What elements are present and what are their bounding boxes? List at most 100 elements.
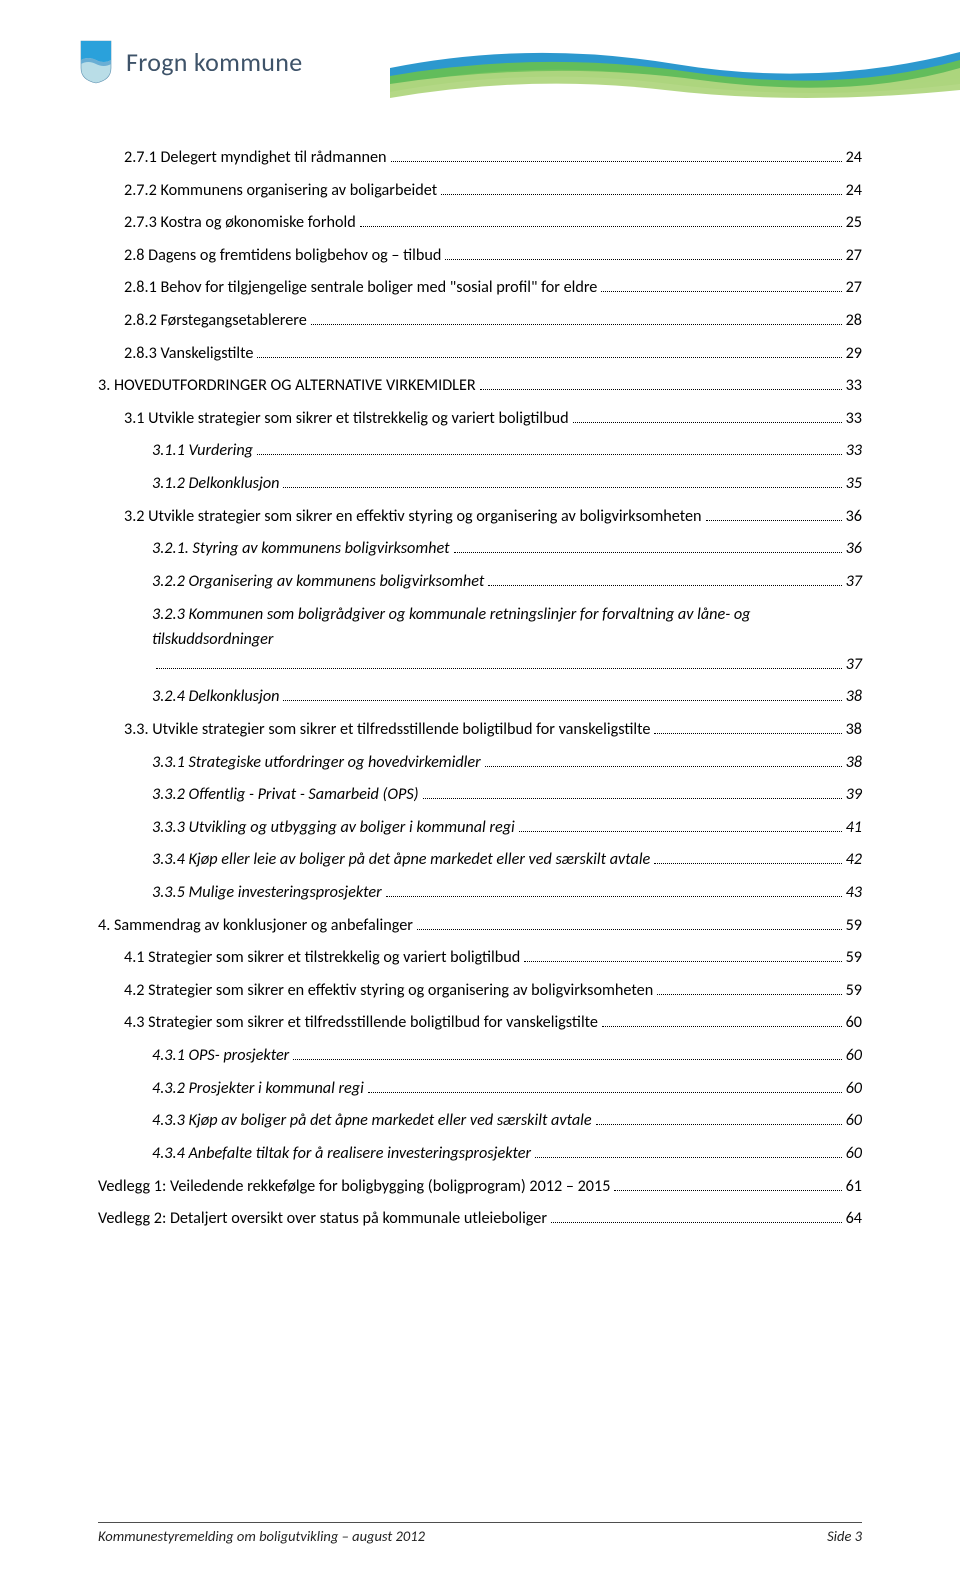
toc-page: 35 — [846, 471, 862, 496]
toc-page: 60 — [846, 1108, 862, 1133]
toc-page: 38 — [846, 750, 862, 775]
toc-text: 3.3.4 Kjøp eller leie av boliger på det … — [152, 847, 650, 872]
toc-page: 25 — [846, 210, 862, 235]
toc-leader — [445, 259, 841, 260]
toc-leader — [391, 161, 842, 162]
toc-leader — [706, 520, 842, 521]
toc-leader — [601, 291, 841, 292]
toc-text: 3.3.3 Utvikling og utbygging av boliger … — [152, 815, 515, 840]
toc-text: Vedlegg 2: Detaljert oversikt over statu… — [98, 1206, 547, 1231]
toc-entry: 4.1 Strategier som sikrer et tilstrekkel… — [124, 945, 862, 970]
toc-text: 4.3.3 Kjøp av boliger på det åpne marked… — [152, 1108, 592, 1133]
toc-leader — [156, 668, 842, 669]
toc-entry: 3.1 Utvikle strategier som sikrer et til… — [124, 406, 862, 431]
header: Frogn kommune — [0, 0, 960, 115]
toc-page: 33 — [846, 406, 862, 431]
toc-page: 60 — [846, 1141, 862, 1166]
toc-entry: 3.2.3 Kommunen som boligrådgiver og komm… — [152, 602, 862, 677]
toc-text: 4.3 Strategier som sikrer et tilfredssti… — [124, 1010, 598, 1035]
page: Frogn kommune 2.7.1 Delegert myndighet t… — [0, 0, 960, 1593]
toc-leader — [480, 389, 842, 390]
toc-entry: 3.2.4 Delkonklusjon38 — [152, 684, 862, 709]
toc-entry: 4.3.1 OPS- prosjekter 60 — [152, 1043, 862, 1068]
toc-entry: 4.3 Strategier som sikrer et tilfredssti… — [124, 1010, 862, 1035]
toc-text: 4.3.4 Anbefalte tiltak for å realisere i… — [152, 1141, 531, 1166]
toc-leader — [488, 585, 841, 586]
toc-entry: 3.3.3 Utvikling og utbygging av boliger … — [152, 815, 862, 840]
toc-text: 4.1 Strategier som sikrer et tilstrekkel… — [124, 945, 520, 970]
toc-entry: 4.3.3 Kjøp av boliger på det åpne marked… — [152, 1108, 862, 1133]
footer-left: Kommunestyremelding om boligutvikling – … — [98, 1527, 425, 1545]
toc-page: 33 — [846, 438, 862, 463]
org-name: Frogn kommune — [126, 46, 302, 78]
toc-leader — [368, 1092, 842, 1093]
footer: Kommunestyremelding om boligutvikling – … — [98, 1522, 862, 1545]
toc-text: 3.2.2 Organisering av kommunens boligvir… — [152, 569, 484, 594]
toc-text: 3.1 Utvikle strategier som sikrer et til… — [124, 406, 569, 431]
toc-entry: 3.3.5 Mulige investeringsprosjekter 43 — [152, 880, 862, 905]
toc-entry: 3. HOVEDUTFORDRINGER OG ALTERNATIVE VIRK… — [98, 373, 862, 398]
toc-page: 59 — [846, 978, 862, 1003]
toc-entry: 2.7.3 Kostra og økonomiske forhold 25 — [124, 210, 862, 235]
toc-text: 3.2.1. Styring av kommunens boligvirksom… — [152, 536, 450, 561]
toc-leader — [654, 733, 841, 734]
toc-text: 3.3.5 Mulige investeringsprosjekter — [152, 880, 382, 905]
toc-entry: 4.3.2 Prosjekter i kommunal regi60 — [152, 1076, 862, 1101]
toc-text: 2.7.1 Delegert myndighet til rådmannen — [124, 145, 387, 170]
toc-entry: 3.1.1 Vurdering 33 — [152, 438, 862, 463]
toc-page: 24 — [846, 178, 862, 203]
toc-page: 43 — [846, 880, 862, 905]
toc-page: 29 — [846, 341, 862, 366]
toc-leader — [573, 422, 842, 423]
toc-page: 61 — [846, 1174, 862, 1199]
toc-page: 37 — [846, 569, 862, 594]
toc-entry: Vedlegg 1: Veiledende rekkefølge for bol… — [98, 1174, 862, 1199]
toc-page: 24 — [846, 145, 862, 170]
toc-text: 3.1.1 Vurdering — [152, 438, 253, 463]
toc-entry: 3.3.1 Strategiske utfordringer og hovedv… — [152, 750, 862, 775]
toc-entry: 3.2.1. Styring av kommunens boligvirksom… — [152, 536, 862, 561]
toc-leader — [654, 863, 841, 864]
toc-text: 3. HOVEDUTFORDRINGER OG ALTERNATIVE VIRK… — [98, 373, 476, 398]
toc-leader — [417, 929, 842, 930]
toc-page: 60 — [846, 1010, 862, 1035]
toc-leader — [535, 1157, 842, 1158]
toc-entry: 2.8.2 Førstegangsetablerere 28 — [124, 308, 862, 333]
toc-page: 37 — [846, 652, 862, 677]
toc-text: 2.8.2 Førstegangsetablerere — [124, 308, 307, 333]
toc-page: 33 — [846, 373, 862, 398]
toc-leader — [360, 226, 842, 227]
toc-text: 3.1.2 Delkonklusjon — [152, 471, 279, 496]
toc-page: 59 — [846, 913, 862, 938]
toc-entry: 3.2 Utvikle strategier som sikrer en eff… — [124, 504, 862, 529]
toc-leader — [657, 994, 841, 995]
toc-text: 3.2.3 Kommunen som boligrådgiver og komm… — [152, 602, 862, 652]
footer-row: Kommunestyremelding om boligutvikling – … — [98, 1527, 862, 1545]
toc-page: 36 — [846, 536, 862, 561]
toc-leader — [551, 1222, 842, 1223]
toc-leader — [423, 798, 842, 799]
toc-page: 36 — [846, 504, 862, 529]
toc-text: 2.8.1 Behov for tilgjengelige sentrale b… — [124, 275, 597, 300]
toc-text: 2.7.3 Kostra og økonomiske forhold — [124, 210, 356, 235]
toc-entry: 3.3.4 Kjøp eller leie av boliger på det … — [152, 847, 862, 872]
toc-leader — [311, 324, 842, 325]
toc-leader — [283, 700, 841, 701]
toc-page: 60 — [846, 1043, 862, 1068]
toc-text: 4.3.1 OPS- prosjekter — [152, 1043, 289, 1068]
toc-page: 59 — [846, 945, 862, 970]
toc-page: 38 — [846, 717, 862, 742]
toc-leader — [524, 961, 841, 962]
toc-page: 27 — [846, 275, 862, 300]
toc-entry: 4.3.4 Anbefalte tiltak for å realisere i… — [152, 1141, 862, 1166]
toc-page: 41 — [846, 815, 862, 840]
toc-entry: 3.3.2 Offentlig - Privat - Samarbeid (OP… — [152, 782, 862, 807]
toc-page: 28 — [846, 308, 862, 333]
toc-entry: 2.7.1 Delegert myndighet til rådmannen 24 — [124, 145, 862, 170]
toc-entry: 4. Sammendrag av konklusjoner og anbefal… — [98, 913, 862, 938]
table-of-contents: 2.7.1 Delegert myndighet til rådmannen 24… — [0, 115, 960, 1231]
toc-text: 3.3.1 Strategiske utfordringer og hovedv… — [152, 750, 481, 775]
toc-leader — [441, 194, 841, 195]
toc-page: 27 — [846, 243, 862, 268]
toc-text: 3.3. Utvikle strategier som sikrer et ti… — [124, 717, 650, 742]
